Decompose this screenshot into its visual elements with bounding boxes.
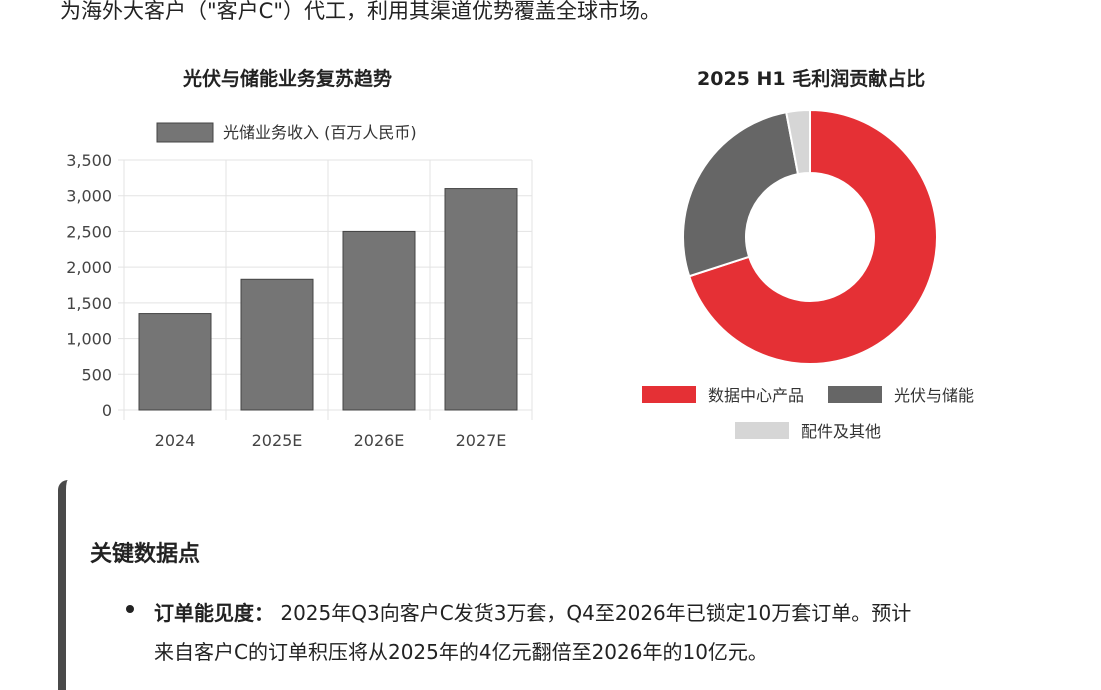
bar-xtick-label: 2026E bbox=[354, 431, 405, 450]
donut-chart-title: 2025 H1 毛利润贡献占比 bbox=[697, 68, 926, 90]
intro-text: 为海外大客户（"客户C"）代工，利用其渠道优势覆盖全球市场。 bbox=[60, 0, 661, 23]
bar-legend-swatch bbox=[156, 122, 214, 143]
bullet-line-2: 来自客户C的订单积压将从2025年的4亿元翻倍至2026年的10亿元。 bbox=[154, 640, 768, 664]
bar-chart-title: 光伏与储能业务复苏趋势 bbox=[183, 68, 393, 90]
key-data-callout bbox=[58, 480, 1101, 690]
bar-xtick-label: 2024 bbox=[155, 431, 196, 450]
legend-label-other: 配件及其他 bbox=[801, 422, 881, 441]
callout-title: 关键数据点 bbox=[90, 542, 201, 567]
bar-ytick-label: 2,000 bbox=[66, 258, 112, 277]
bullet-dot bbox=[126, 605, 134, 613]
legend-swatch-datacenter bbox=[642, 386, 696, 403]
bar-2024 bbox=[138, 313, 212, 411]
legend-label-pv: 光伏与储能 bbox=[894, 386, 974, 405]
bar-ytick-label: 1,000 bbox=[66, 330, 112, 349]
bullet-text-1: 2025年Q3向客户C发货3万套，Q4至2026年已锁定10万套订单。预计 bbox=[280, 601, 912, 625]
bullet-label: 订单能见度： bbox=[154, 601, 274, 625]
donut-slice-2 bbox=[785, 108, 811, 176]
donut-slice-1 bbox=[682, 111, 800, 278]
donut-slice-0 bbox=[687, 108, 938, 365]
donut-chart: 数据中心产品 光伏与储能 配件及其他 bbox=[642, 108, 974, 441]
bar-ytick-label: 2,500 bbox=[66, 222, 112, 241]
bar-ytick-label: 3,000 bbox=[66, 187, 112, 206]
bar-2026E bbox=[342, 230, 416, 411]
bar-2027E bbox=[444, 188, 518, 411]
legend-swatch-other bbox=[735, 422, 789, 439]
bar-ytick-label: 500 bbox=[81, 365, 112, 384]
bar-ytick-label: 0 bbox=[102, 401, 112, 420]
bar-ytick-label: 1,500 bbox=[66, 294, 112, 313]
bar-xtick-label: 2027E bbox=[456, 431, 507, 450]
legend-label-datacenter: 数据中心产品 bbox=[708, 386, 804, 405]
legend-swatch-pv bbox=[828, 386, 882, 403]
bar-chart: 0 500 1,000 1,500 2,000 2,500 3,000 3,500 2024 2… bbox=[66, 122, 533, 450]
bar-2025E bbox=[240, 278, 314, 411]
bar-xtick-label: 2025E bbox=[252, 431, 303, 450]
bullet-line-1: 订单能见度： 2025年Q3向客户C发货3万套，Q4至2026年已锁定10万套订… bbox=[154, 597, 911, 626]
bar-legend-label: 光储业务收入 (百万人民币) bbox=[223, 123, 417, 142]
bar-ytick-label: 3,500 bbox=[66, 151, 112, 170]
